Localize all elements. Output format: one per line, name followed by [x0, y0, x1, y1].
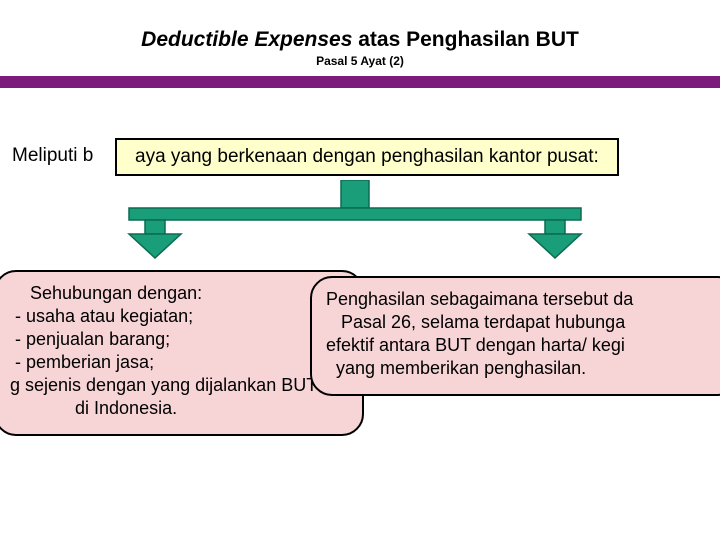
left-box-line: di Indonesia.	[10, 397, 348, 420]
divider-bar	[0, 76, 720, 88]
title-italic: Deductible Expenses	[141, 28, 352, 51]
left-box-line: - pemberian jasa;	[10, 351, 348, 374]
connector-arrows	[95, 180, 615, 262]
right-box-line: yang memberikan penghasilan.	[326, 357, 720, 380]
right-box-line: efektif antara BUT dengan harta/ kegi	[326, 334, 720, 357]
left-box-line: g sejenis dengan yang dijalankan BUT	[10, 374, 348, 397]
intro-text-prefix: Meliputi b	[12, 145, 93, 167]
right-box-line: Penghasilan sebagaimana tersebut da	[326, 288, 720, 311]
right-box-line: Pasal 26, selama terdapat hubunga	[326, 311, 720, 334]
intro-box: aya yang berkenaan dengan penghasilan ka…	[115, 138, 619, 176]
left-box-line: - usaha atau kegiatan;	[10, 305, 348, 328]
right-content-box: Penghasilan sebagaimana tersebut da Pasa…	[310, 276, 720, 396]
main-title: Deductible Expenses atas Penghasilan BUT	[0, 28, 720, 52]
left-box-line: - penjualan barang;	[10, 328, 348, 351]
title-area: Deductible Expenses atas Penghasilan BUT…	[0, 0, 720, 68]
intro-box-text: aya yang berkenaan dengan penghasilan ka…	[135, 146, 599, 167]
subtitle: Pasal 5 Ayat (2)	[0, 54, 720, 68]
title-rest: atas Penghasilan BUT	[352, 28, 578, 51]
left-box-line: Sehubungan dengan:	[10, 282, 348, 305]
